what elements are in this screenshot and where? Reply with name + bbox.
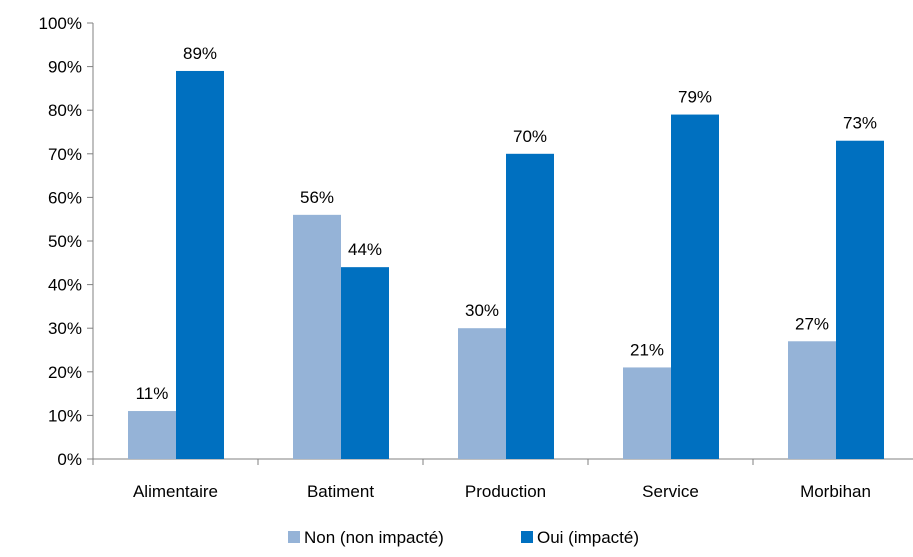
data-label: 44%: [348, 240, 382, 259]
data-label: 21%: [630, 340, 664, 359]
y-tick-label: 40%: [48, 276, 82, 295]
bar-oui: [671, 114, 719, 459]
bar-non: [788, 341, 836, 459]
category-label: Service: [642, 482, 699, 501]
legend-swatch: [288, 531, 300, 543]
y-tick-label: 100%: [39, 14, 82, 33]
category-label: Morbihan: [800, 482, 871, 501]
bar-oui: [506, 153, 554, 460]
data-label: 73%: [843, 114, 877, 133]
bars: [128, 70, 884, 460]
x-axis: Alimentaire Batiment Production Service Morb…: [92, 458, 913, 501]
data-label: 30%: [465, 301, 499, 320]
bar-non: [293, 214, 341, 459]
bar-oui: [836, 140, 884, 459]
data-labels: 11% 56% 30% 21% 27% 89% 44% 70% 79% 73%: [136, 44, 877, 403]
bar-oui: [176, 70, 224, 460]
bar-non: [128, 411, 176, 459]
y-tick-label: 90%: [48, 58, 82, 77]
data-label: 79%: [678, 88, 712, 107]
y-tick-label: 70%: [48, 145, 82, 164]
data-label: 56%: [300, 188, 334, 207]
bar-non: [458, 328, 506, 459]
data-label: 89%: [183, 44, 217, 63]
bar-non: [623, 367, 671, 459]
legend: Non (non impacté) Oui (impacté): [288, 528, 639, 547]
y-tick-label: 60%: [48, 188, 82, 207]
y-tick-label: 80%: [48, 101, 82, 120]
y-tick-label: 20%: [48, 363, 82, 382]
y-tick-label: 50%: [48, 232, 82, 251]
data-label: 70%: [513, 127, 547, 146]
data-label: 11%: [136, 384, 169, 403]
y-axis: 0% 10% 20% 30% 40% 50% 60% 70% 80% 90% 100%: [39, 14, 94, 469]
legend-swatch: [521, 531, 533, 543]
category-label: Production: [465, 482, 546, 501]
category-label: Alimentaire: [133, 482, 218, 501]
data-label: 27%: [795, 314, 829, 333]
legend-label: Non (non impacté): [304, 528, 444, 547]
y-tick-label: 0%: [57, 450, 82, 469]
y-tick-label: 30%: [48, 319, 82, 338]
bar-oui: [341, 267, 389, 459]
legend-label: Oui (impacté): [537, 528, 639, 547]
category-label: Batiment: [307, 482, 374, 501]
y-tick-label: 10%: [48, 406, 82, 425]
